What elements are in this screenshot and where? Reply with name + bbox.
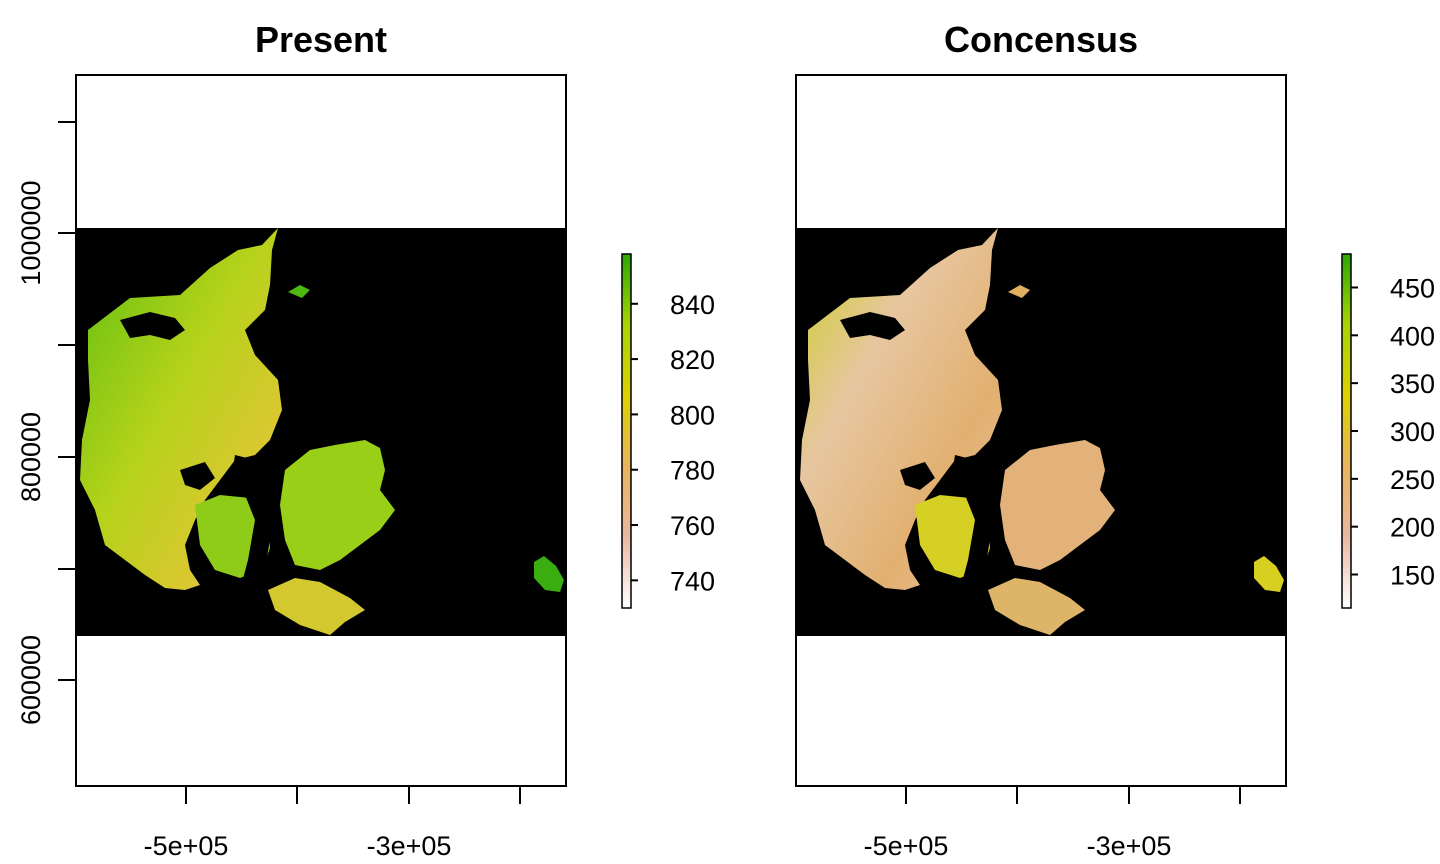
y-tick-label: 600000 bbox=[16, 635, 46, 725]
water-belt bbox=[952, 455, 995, 600]
legend-tick-label: 740 bbox=[670, 566, 715, 596]
legend-tick-label: 300 bbox=[1390, 417, 1435, 447]
legend-tick-label: 780 bbox=[670, 456, 715, 486]
x-axis: -5e+05 -3e+05 bbox=[144, 786, 521, 861]
panel-title: Concensus bbox=[944, 19, 1138, 60]
legend-colorbar bbox=[1341, 253, 1352, 609]
water-limfjord bbox=[840, 312, 905, 340]
panel-present: Present -5e+05 -3e+05 1000000 800000 600000… bbox=[16, 19, 715, 861]
water-fjord bbox=[180, 462, 215, 490]
legend-tick-label: 840 bbox=[670, 290, 715, 320]
x-tick-label: -5e+05 bbox=[144, 831, 229, 861]
legend-tick-label: 760 bbox=[670, 511, 715, 541]
x-axis: -5e+05 -3e+05 bbox=[864, 786, 1241, 861]
x-tick-label: -5e+05 bbox=[864, 831, 949, 861]
legend-tick-label: 820 bbox=[670, 345, 715, 375]
legend-tick-label: 200 bbox=[1390, 513, 1435, 543]
panel-concensus: Concensus -5e+05 -3e+05 450 400 350 300 250 20… bbox=[795, 19, 1435, 861]
color-legend: 840 820 800 780 760 740 bbox=[621, 253, 715, 609]
y-tick-label: 800000 bbox=[16, 412, 46, 502]
x-tick-label: -3e+05 bbox=[367, 831, 452, 861]
water-belt bbox=[232, 455, 275, 600]
land-bornholm bbox=[1254, 556, 1284, 592]
legend-tick-label: 800 bbox=[670, 400, 715, 430]
land-lolland bbox=[988, 578, 1085, 635]
land-zealand bbox=[280, 440, 395, 570]
land-lolland bbox=[268, 578, 365, 635]
plot-frame bbox=[795, 74, 1287, 787]
legend-tick-label: 150 bbox=[1390, 561, 1435, 591]
land-islet bbox=[1008, 285, 1030, 298]
water-fjord bbox=[900, 462, 935, 490]
legend-tick-label: 400 bbox=[1390, 321, 1435, 351]
land-islet bbox=[288, 285, 310, 298]
legend-tick-label: 350 bbox=[1390, 369, 1435, 399]
color-legend: 450 400 350 300 250 200 150 bbox=[1341, 253, 1435, 609]
legend-tick-label: 250 bbox=[1390, 465, 1435, 495]
legend-tick-label: 450 bbox=[1390, 273, 1435, 303]
land-zealand bbox=[1000, 440, 1115, 570]
panel-title: Present bbox=[255, 19, 387, 60]
water-limfjord bbox=[120, 312, 185, 340]
x-tick-label: -3e+05 bbox=[1087, 831, 1172, 861]
land-bornholm bbox=[534, 556, 564, 592]
y-axis: 1000000 800000 600000 bbox=[16, 121, 76, 725]
y-tick-label: 1000000 bbox=[16, 180, 46, 285]
legend-colorbar bbox=[621, 253, 632, 609]
plot-frame bbox=[75, 74, 567, 787]
